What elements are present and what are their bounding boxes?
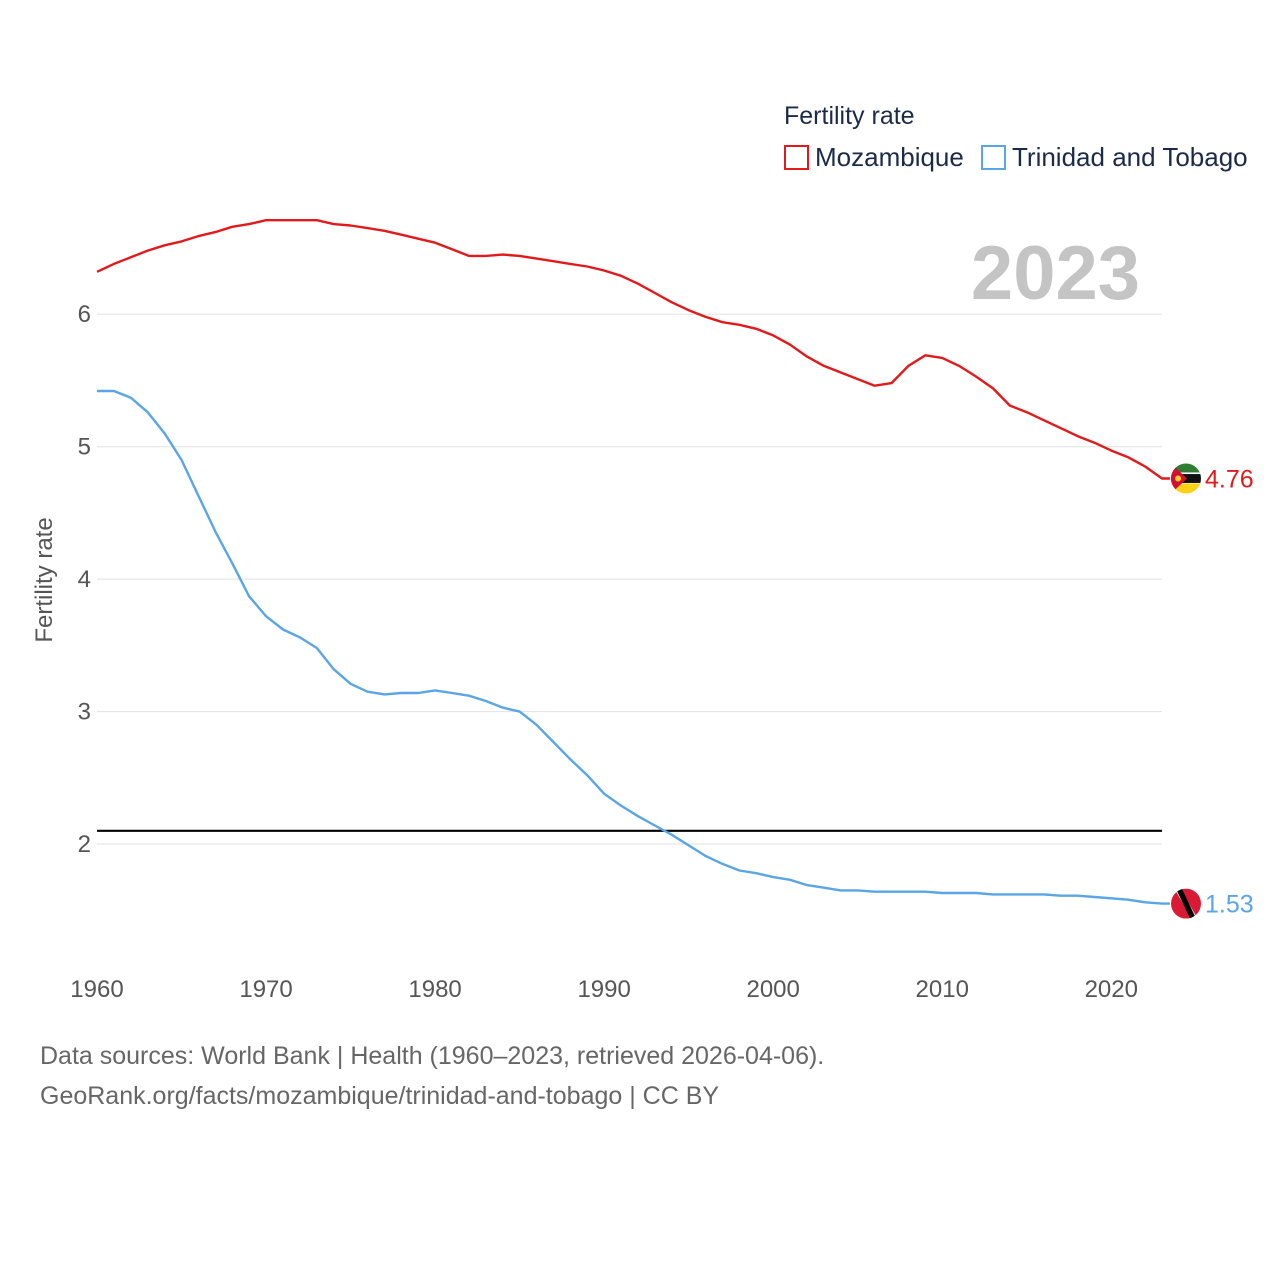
trinidad-and-tobago-flag-icon (1171, 888, 1201, 919)
y-tick-label: 3 (78, 699, 91, 726)
x-axis-ticks: 1960 1970 1980 1990 2000 2010 2020 (70, 976, 1138, 1003)
y-axis-title: Fertility rate (31, 517, 58, 642)
legend-label-mozambique[interactable]: Mozambique (815, 142, 964, 172)
y-tick-label: 5 (78, 434, 91, 461)
x-tick-label: 2020 (1085, 976, 1138, 1003)
y-tick-label: 6 (78, 301, 91, 328)
series-end-markers: 4.76 1.53 (1171, 463, 1254, 919)
y-tick-label: 4 (78, 566, 91, 593)
legend[interactable]: Fertility rate Mozambique Trinidad and T… (784, 102, 1248, 172)
legend-title: Fertility rate (784, 102, 915, 130)
x-tick-label: 1960 (70, 976, 123, 1003)
x-tick-label: 1990 (577, 976, 630, 1003)
x-tick-label: 2010 (916, 976, 969, 1003)
legend-swatch-trinidad-and-tobago[interactable] (981, 145, 1006, 170)
legend-label-trinidad-and-tobago[interactable]: Trinidad and Tobago (1012, 142, 1248, 172)
grid (97, 313, 1162, 845)
end-value-mozambique: 4.76 (1205, 465, 1254, 493)
x-tick-label: 1970 (239, 976, 292, 1003)
year-display: 2023 (971, 231, 1140, 316)
end-value-trinidad-and-tobago: 1.53 (1205, 891, 1254, 919)
footer-link[interactable]: GeoRank.org/facts/mozambique/trinidad-an… (40, 1082, 720, 1110)
series-line-trinidad-and-tobago (97, 389, 1170, 905)
legend-swatch-mozambique[interactable] (784, 145, 809, 170)
y-axis-ticks: 2 3 4 5 6 (78, 301, 91, 858)
series-lines (96, 218, 1170, 905)
x-tick-label: 2000 (746, 976, 799, 1003)
footer-sources: Data sources: World Bank | Health (1960–… (40, 1042, 825, 1070)
mozambique-flag-icon (1171, 463, 1201, 494)
y-tick-label: 2 (78, 831, 91, 858)
series-line-mozambique (96, 218, 1170, 480)
x-tick-label: 1980 (408, 976, 461, 1003)
